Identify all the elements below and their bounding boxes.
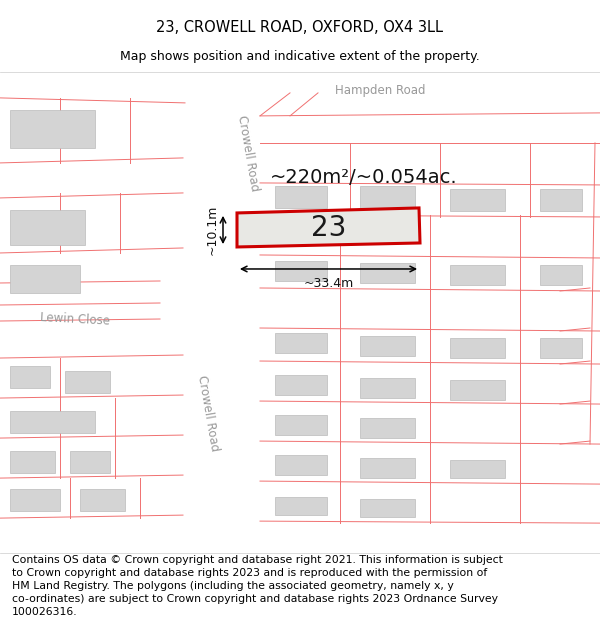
- Bar: [275, 261, 327, 281]
- Bar: [275, 375, 327, 395]
- Bar: [65, 371, 110, 393]
- Text: Lewin Close: Lewin Close: [40, 311, 110, 328]
- Bar: [540, 265, 582, 285]
- Bar: [540, 338, 582, 358]
- Bar: [10, 489, 60, 511]
- Text: ~33.4m: ~33.4m: [304, 277, 353, 290]
- Bar: [275, 497, 327, 515]
- Bar: [10, 451, 55, 473]
- Polygon shape: [155, 243, 220, 553]
- Bar: [10, 265, 80, 293]
- Bar: [450, 380, 505, 400]
- Bar: [360, 378, 415, 398]
- Bar: [275, 455, 327, 475]
- Bar: [450, 460, 505, 478]
- Bar: [450, 189, 505, 211]
- Text: ~10.1m: ~10.1m: [206, 205, 219, 255]
- Polygon shape: [0, 72, 600, 113]
- Bar: [360, 263, 415, 283]
- Polygon shape: [237, 208, 420, 247]
- Polygon shape: [185, 113, 260, 243]
- Bar: [10, 366, 50, 388]
- Bar: [275, 415, 327, 435]
- Bar: [10, 411, 95, 433]
- Bar: [275, 186, 327, 208]
- Text: Crowell Road: Crowell Road: [235, 114, 261, 192]
- Bar: [10, 210, 85, 245]
- Bar: [360, 458, 415, 478]
- Bar: [360, 499, 415, 517]
- Bar: [80, 489, 125, 511]
- Text: 23, CROWELL ROAD, OXFORD, OX4 3LL: 23, CROWELL ROAD, OXFORD, OX4 3LL: [157, 20, 443, 35]
- Bar: [275, 333, 327, 353]
- Bar: [360, 186, 415, 208]
- Bar: [360, 418, 415, 438]
- Text: Crowell Road: Crowell Road: [195, 374, 221, 452]
- Bar: [10, 110, 95, 148]
- Polygon shape: [0, 308, 162, 333]
- Text: Hampden Road: Hampden Road: [335, 84, 425, 98]
- Bar: [450, 338, 505, 358]
- Text: Contains OS data © Crown copyright and database right 2021. This information is : Contains OS data © Crown copyright and d…: [12, 554, 503, 618]
- Bar: [360, 336, 415, 356]
- Bar: [70, 451, 110, 473]
- Text: 23: 23: [311, 214, 346, 242]
- Polygon shape: [260, 72, 600, 113]
- Text: ~220m²/~0.054ac.: ~220m²/~0.054ac.: [270, 168, 458, 187]
- Polygon shape: [185, 72, 260, 243]
- Bar: [450, 265, 505, 285]
- Bar: [540, 189, 582, 211]
- Text: Map shows position and indicative extent of the property.: Map shows position and indicative extent…: [120, 50, 480, 63]
